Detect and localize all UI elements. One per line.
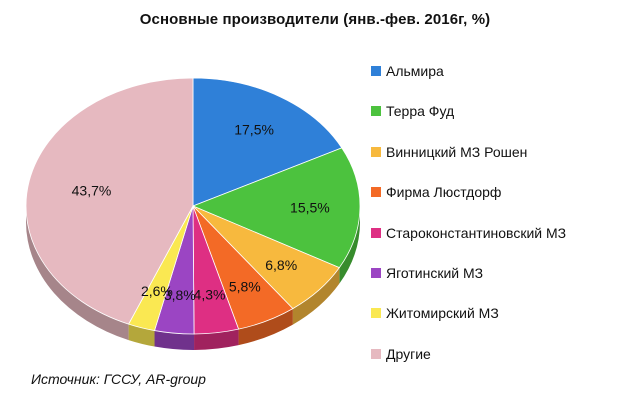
pie-slice-side: [339, 206, 360, 284]
legend-item: Староконстантиновский МЗ: [371, 224, 566, 264]
pie-top: [25, 77, 361, 335]
pie-data-label: 3,8%: [164, 287, 196, 303]
pie-slice: [192, 77, 343, 207]
pie-data-label: 5,8%: [229, 278, 261, 294]
legend-swatch: [371, 66, 381, 76]
pie-slice-side: [194, 329, 239, 350]
pie-data-label: 43,7%: [72, 182, 112, 198]
legend-item: Альмира: [371, 62, 566, 102]
legend-label: Альмира: [386, 63, 444, 79]
pie-slice: [191, 147, 361, 269]
legend-label: Винницкий МЗ Рошен: [386, 143, 528, 160]
pie-slice-side: [26, 206, 129, 341]
legend-item: Другие: [371, 345, 566, 385]
source-note: Источник: ГССУ, AR-group: [31, 371, 206, 387]
legend: Альмира Терра Фуд Винницкий МЗ Рошен Фирма …: [371, 62, 566, 385]
legend-label: Терра Фуд: [386, 103, 455, 120]
legend-swatch: [371, 348, 381, 359]
pie-slice: [25, 77, 194, 325]
legend-item: Винницкий МЗ Рошен: [371, 143, 566, 183]
legend-item: Терра Фуд: [371, 102, 566, 142]
legend-swatch: [371, 187, 381, 198]
legend-item: Фирма Люстдорф: [371, 183, 566, 223]
legend-label: Яготинский МЗ: [386, 264, 484, 281]
legend-swatch: [371, 308, 381, 319]
pie-slice-side: [154, 330, 195, 350]
pie-data-label: 15,5%: [290, 199, 330, 215]
legend-swatch: [371, 227, 381, 238]
legend-label: Другие: [386, 345, 431, 362]
pie-data-label: 6,8%: [265, 257, 297, 273]
chart-title: Основные производители (янв.-фев. 2016г,…: [139, 11, 491, 28]
legend-item: Яготинский МЗ: [371, 264, 566, 304]
pie-labels: 17,5% 15,5% 6,8%5,8%4,3%3,8%2,6% 43,7%: [72, 122, 330, 303]
pie-data-label: 4,3%: [194, 287, 226, 303]
legend-swatch: [371, 106, 381, 117]
pie-slice-side: [128, 324, 155, 347]
legend-swatch: [371, 267, 381, 278]
pie-data-label: 17,5%: [234, 122, 274, 138]
legend-item: Житомирский МЗ: [371, 304, 566, 344]
legend-label: Фирма Люстдорф: [386, 184, 502, 201]
legend-swatch: [371, 146, 381, 157]
pie-slice-side: [238, 308, 293, 346]
legend-label: Староконстантиновский МЗ: [386, 224, 567, 241]
legend-label: Житомирский МЗ: [386, 305, 499, 322]
pie-data-label: 2,6%: [141, 283, 173, 299]
